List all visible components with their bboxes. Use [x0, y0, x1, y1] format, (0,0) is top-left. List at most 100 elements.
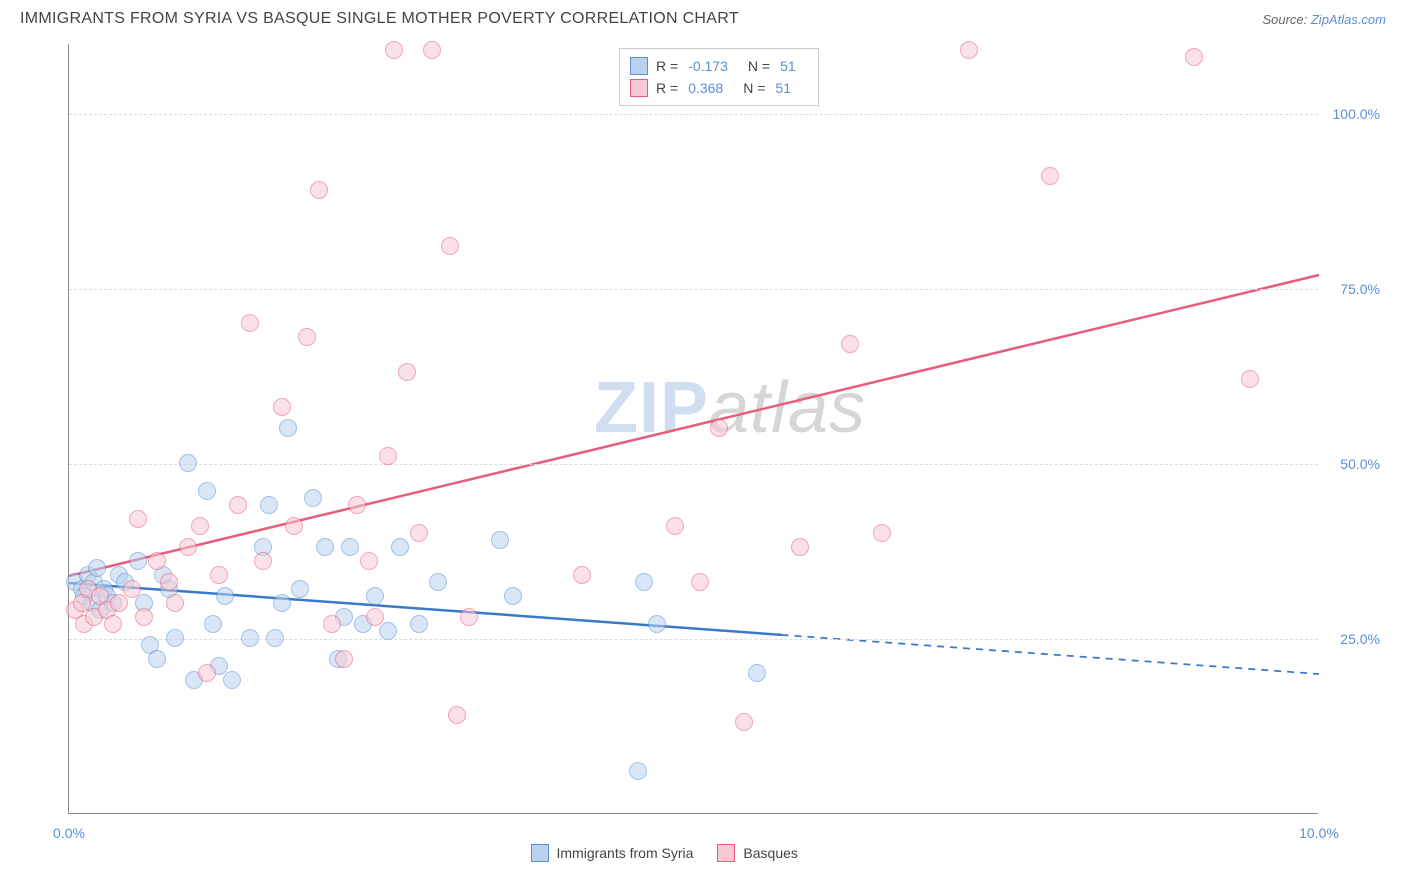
data-point-syria	[88, 559, 106, 577]
data-point-basques	[110, 594, 128, 612]
y-tick-label: 25.0%	[1340, 631, 1380, 647]
data-point-basques	[873, 524, 891, 542]
trendline-syria-dashed	[782, 635, 1320, 674]
data-point-basques	[791, 538, 809, 556]
data-point-basques	[360, 552, 378, 570]
legend-n-label: N =	[743, 77, 765, 99]
source-link[interactable]: ZipAtlas.com	[1311, 12, 1386, 27]
data-point-syria	[279, 419, 297, 437]
legend-r-label: R =	[656, 55, 678, 77]
legend-row-syria: R = -0.173 N = 51	[630, 55, 808, 77]
data-point-basques	[385, 41, 403, 59]
data-point-basques	[398, 363, 416, 381]
data-point-syria	[316, 538, 334, 556]
data-point-basques	[254, 552, 272, 570]
data-point-basques	[210, 566, 228, 584]
data-point-syria	[204, 615, 222, 633]
data-point-syria	[266, 629, 284, 647]
data-point-syria	[260, 496, 278, 514]
data-point-syria	[166, 629, 184, 647]
data-point-basques	[710, 419, 728, 437]
data-point-basques	[960, 41, 978, 59]
y-tick-label: 75.0%	[1340, 281, 1380, 297]
data-point-basques	[229, 496, 247, 514]
data-point-basques	[410, 524, 428, 542]
data-point-syria	[179, 454, 197, 472]
data-point-syria	[304, 489, 322, 507]
data-point-syria	[129, 552, 147, 570]
data-point-basques	[298, 328, 316, 346]
data-point-basques	[148, 552, 166, 570]
data-point-basques	[366, 608, 384, 626]
data-point-syria	[198, 482, 216, 500]
data-point-basques	[179, 538, 197, 556]
data-point-syria	[491, 531, 509, 549]
data-point-basques	[123, 580, 141, 598]
data-point-basques	[241, 314, 259, 332]
data-point-basques	[460, 608, 478, 626]
data-point-basques	[135, 608, 153, 626]
legend-swatch-basques	[630, 79, 648, 97]
data-point-syria	[273, 594, 291, 612]
legend-item-basques: Basques	[717, 844, 797, 862]
data-point-basques	[285, 517, 303, 535]
gridline	[69, 114, 1318, 115]
data-point-syria	[410, 615, 428, 633]
data-point-syria	[291, 580, 309, 598]
data-point-basques	[448, 706, 466, 724]
y-tick-label: 100.0%	[1333, 106, 1380, 122]
legend-n-value: 51	[775, 77, 791, 99]
data-point-syria	[629, 762, 647, 780]
data-point-basques	[666, 517, 684, 535]
data-point-syria	[648, 615, 666, 633]
data-point-syria	[429, 573, 447, 591]
data-point-basques	[129, 510, 147, 528]
legend-label: Immigrants from Syria	[557, 845, 694, 861]
data-point-syria	[341, 538, 359, 556]
data-point-syria	[241, 629, 259, 647]
data-point-syria	[223, 671, 241, 689]
legend-n-value: 51	[780, 55, 796, 77]
legend-swatch-basques	[717, 844, 735, 862]
data-point-basques	[1241, 370, 1259, 388]
x-tick-label: 0.0%	[53, 825, 85, 841]
legend-r-label: R =	[656, 77, 678, 99]
data-point-basques	[335, 650, 353, 668]
gridline	[69, 289, 1318, 290]
legend-swatch-syria	[630, 57, 648, 75]
data-point-basques	[310, 181, 328, 199]
legend-r-value: -0.173	[688, 55, 728, 77]
data-point-syria	[148, 650, 166, 668]
legend-swatch-syria	[531, 844, 549, 862]
x-tick-label: 10.0%	[1299, 825, 1339, 841]
data-point-basques	[1041, 167, 1059, 185]
legend-series: Immigrants from Syria Basques	[531, 844, 798, 862]
data-point-basques	[379, 447, 397, 465]
data-point-basques	[1185, 48, 1203, 66]
data-point-syria	[379, 622, 397, 640]
legend-row-basques: R = 0.368 N = 51	[630, 77, 808, 99]
data-point-syria	[216, 587, 234, 605]
trend-lines	[69, 44, 1319, 814]
data-point-basques	[841, 335, 859, 353]
data-point-basques	[691, 573, 709, 591]
page-title: IMMIGRANTS FROM SYRIA VS BASQUE SINGLE M…	[20, 10, 739, 28]
source-prefix: Source:	[1262, 12, 1310, 27]
data-point-syria	[635, 573, 653, 591]
plot-area: ZIPatlas R =-0.173N =51R =0.368N =51 25.…	[68, 44, 1318, 814]
data-point-syria	[504, 587, 522, 605]
legend-r-value: 0.368	[688, 77, 723, 99]
gridline	[69, 464, 1318, 465]
data-point-basques	[423, 41, 441, 59]
data-point-basques	[441, 237, 459, 255]
data-point-basques	[735, 713, 753, 731]
data-point-syria	[748, 664, 766, 682]
legend-n-label: N =	[748, 55, 770, 77]
data-point-basques	[573, 566, 591, 584]
data-point-basques	[273, 398, 291, 416]
legend-correlation: R =-0.173N =51R =0.368N =51	[619, 48, 819, 106]
data-point-basques	[104, 615, 122, 633]
y-tick-label: 50.0%	[1340, 456, 1380, 472]
data-point-basques	[160, 573, 178, 591]
legend-item-syria: Immigrants from Syria	[531, 844, 694, 862]
